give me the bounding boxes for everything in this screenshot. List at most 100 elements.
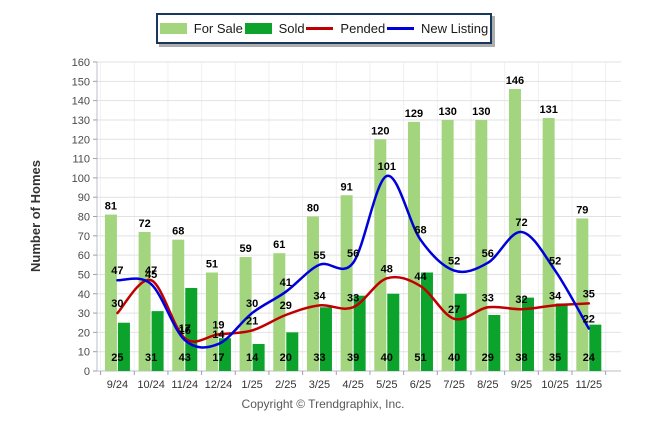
y-tick-label: 150 xyxy=(72,76,90,88)
bar-sold xyxy=(555,303,568,371)
new-listing-value-label: 56 xyxy=(482,248,494,260)
bar-for-sale xyxy=(441,119,454,371)
pended-value-label: 33 xyxy=(482,292,494,304)
y-tick-label: 110 xyxy=(72,154,90,166)
sold-value-label: 35 xyxy=(549,352,561,364)
pended-value-label: 32 xyxy=(515,294,527,306)
x-tick-label: 11/24 xyxy=(171,379,198,391)
bar-sold xyxy=(353,295,366,371)
legend-label-for-sale: For Sale xyxy=(193,21,243,36)
y-tick-label: 10 xyxy=(78,347,90,359)
sold-value-label: 40 xyxy=(381,352,393,364)
new-listing-value-label: 52 xyxy=(448,256,460,268)
new-listing-value-label: 101 xyxy=(378,161,396,173)
x-tick-label: 10/25 xyxy=(541,379,569,391)
y-tick-label: 40 xyxy=(78,289,90,301)
sold-swatch-icon xyxy=(244,23,272,34)
legend-label-new-listing: New Listing xyxy=(421,21,489,36)
x-tick-label: 3/25 xyxy=(309,379,330,391)
new-listing-value-label: 41 xyxy=(280,277,292,289)
x-tick-label: 1/25 xyxy=(241,379,262,391)
sold-value-label: 14 xyxy=(246,352,259,364)
x-tick-label: 9/24 xyxy=(107,379,128,391)
y-tick-label: 20 xyxy=(78,327,90,339)
bar-for-sale xyxy=(542,118,555,371)
bar-sold xyxy=(117,322,130,371)
y-tick-label: 30 xyxy=(78,308,90,320)
new-listing-value-label: 30 xyxy=(246,298,258,310)
new-listing-value-label: 68 xyxy=(414,225,426,237)
new-listing-value-label: 55 xyxy=(313,250,325,262)
x-tick-label: 2/25 xyxy=(275,379,296,391)
bar-for-sale xyxy=(104,214,117,371)
sold-value-label: 25 xyxy=(111,352,123,364)
bar-for-sale xyxy=(273,253,286,371)
pended-value-label: 33 xyxy=(347,292,359,304)
for-sale-swatch-icon xyxy=(159,23,187,34)
y-tick-label: 50 xyxy=(78,269,90,281)
x-tick-label: 11/25 xyxy=(575,379,602,391)
x-tick-label: 8/25 xyxy=(477,379,498,391)
bar-sold xyxy=(286,332,299,371)
y-axis-title: Number of Homes xyxy=(28,160,43,272)
sold-value-label: 24 xyxy=(583,352,596,364)
x-tick-label: 7/25 xyxy=(443,379,464,391)
new-listing-value-label: 45 xyxy=(145,269,157,281)
for-sale-value-label: 59 xyxy=(239,243,251,255)
sold-value-label: 38 xyxy=(515,352,527,364)
pended-value-label: 21 xyxy=(246,315,258,327)
for-sale-value-label: 81 xyxy=(105,201,117,213)
new-listing-value-label: 16 xyxy=(179,325,191,337)
bar-sold xyxy=(521,297,534,371)
bar-for-sale xyxy=(306,216,319,371)
pended-value-label: 19 xyxy=(212,319,224,331)
y-tick-label: 90 xyxy=(78,192,90,204)
bar-for-sale xyxy=(407,121,420,372)
bar-for-sale xyxy=(340,195,353,371)
bar-sold xyxy=(488,314,501,371)
y-tick-label: 140 xyxy=(72,96,90,108)
for-sale-value-label: 120 xyxy=(371,125,389,137)
for-sale-value-label: 91 xyxy=(341,181,353,193)
bar-for-sale xyxy=(508,89,521,371)
bar-sold xyxy=(151,311,164,371)
for-sale-value-label: 131 xyxy=(539,104,557,116)
sold-value-label: 33 xyxy=(313,352,325,364)
sold-value-label: 43 xyxy=(179,352,191,364)
for-sale-value-label: 146 xyxy=(506,75,524,87)
pended-value-label: 48 xyxy=(381,263,393,275)
new-listing-value-label: 52 xyxy=(549,256,561,268)
sold-value-label: 29 xyxy=(482,352,494,364)
for-sale-value-label: 80 xyxy=(307,203,319,215)
y-tick-label: 70 xyxy=(78,231,90,243)
for-sale-value-label: 72 xyxy=(138,218,150,230)
for-sale-value-label: 130 xyxy=(472,106,490,118)
bar-for-sale xyxy=(475,119,488,371)
pended-value-label: 30 xyxy=(111,298,123,310)
legend-label-pended: Pended xyxy=(340,21,386,36)
bar-sold xyxy=(387,293,400,371)
bar-for-sale xyxy=(374,139,387,371)
new-listing-value-label: 47 xyxy=(111,265,123,277)
pended-value-label: 44 xyxy=(414,271,427,283)
pended-value-label: 34 xyxy=(549,290,562,302)
sold-value-label: 20 xyxy=(280,352,292,364)
x-tick-label: 12/24 xyxy=(205,379,233,391)
bar-sold xyxy=(319,307,332,371)
bar-for-sale xyxy=(138,231,151,371)
pended-value-label: 27 xyxy=(448,304,460,316)
legend-item-sold: Sold xyxy=(244,21,305,36)
y-tick-label: 160 xyxy=(72,57,90,69)
sold-value-label: 39 xyxy=(347,352,359,364)
legend-item-pended: Pended xyxy=(306,21,385,36)
pended-line xyxy=(116,275,591,343)
pended-value-label: 34 xyxy=(313,290,326,302)
sold-value-label: 31 xyxy=(145,352,157,364)
legend-item-for-sale: For Sale xyxy=(159,21,243,36)
for-sale-value-label: 51 xyxy=(206,259,218,271)
bar-for-sale xyxy=(576,218,589,371)
for-sale-value-label: 79 xyxy=(576,204,588,216)
y-tick-label: 0 xyxy=(84,366,90,378)
bar-sold xyxy=(218,338,231,371)
